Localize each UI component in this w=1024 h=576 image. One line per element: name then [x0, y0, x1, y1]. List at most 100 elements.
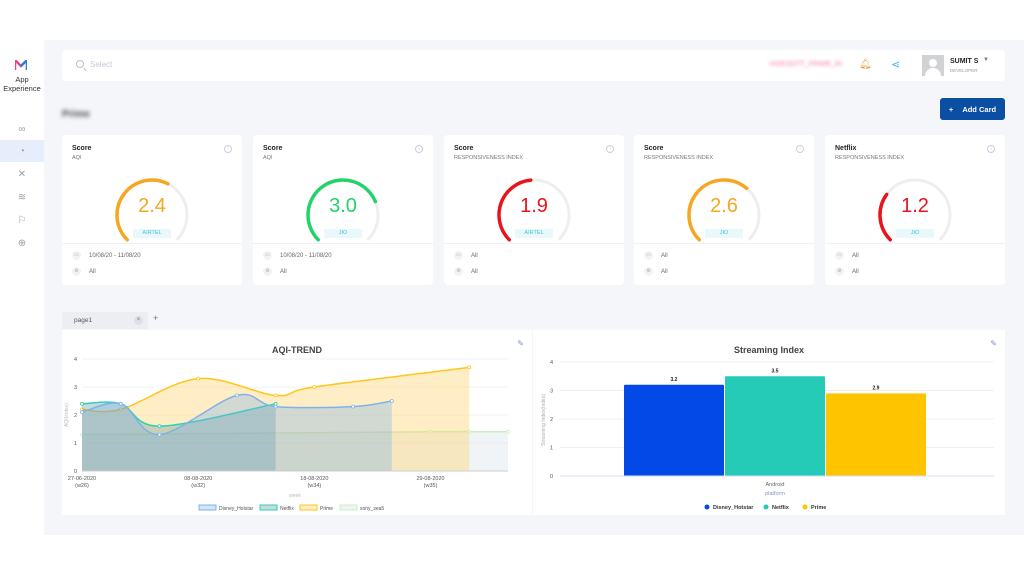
legend-swatch	[339, 504, 358, 511]
x-tick-label: 29-08-2020	[416, 476, 444, 482]
nav-link[interactable]: ∞	[0, 118, 44, 140]
gear-icon: ⚙	[72, 267, 81, 276]
score-card[interactable]: Score AQI i 3.0 JIO ▭ 10/08/20 - 11/08/20…	[253, 135, 433, 285]
share-icon[interactable]: ⋖	[891, 59, 901, 71]
data-label: 2.9	[873, 385, 880, 391]
info-icon[interactable]: i	[606, 145, 614, 153]
x-tick-label: 08-08-2020	[184, 476, 212, 482]
nav-gauge[interactable]: ◔	[0, 140, 44, 162]
bell-icon[interactable]: 🔔︎	[859, 59, 872, 70]
legend-dot	[704, 504, 710, 510]
gauge-icon: ◔	[18, 145, 26, 157]
data-point	[80, 401, 84, 406]
chevron-down-icon[interactable]: ▼	[983, 57, 989, 63]
data-point	[80, 410, 84, 415]
operator-badge: JIO	[324, 229, 362, 238]
close-tab-icon[interactable]: ×	[134, 316, 143, 325]
divider	[825, 243, 1005, 244]
legend-dot	[802, 504, 808, 510]
score-card[interactable]: Score RESPONSIVENESS INDEX i 1.9 AIRTEL …	[444, 135, 624, 285]
user-name[interactable]: SUMIT S	[950, 58, 979, 65]
legend-label: Disney_Hotstar	[219, 506, 254, 512]
aqi-trend-panel: AQI-TREND ✎ 0 1 2 3 4 AQI(index) 27-06-2020 (w2…	[62, 330, 532, 515]
edit-icon[interactable]: ✎	[517, 339, 524, 348]
data-point	[80, 432, 84, 437]
card-subtitle: RESPONSIVENESS INDEX	[835, 155, 905, 161]
score-value: 2.6	[710, 195, 738, 217]
legend-dot	[763, 504, 769, 510]
score-card[interactable]: Score RESPONSIVENESS INDEX i 2.6 JIO ▭ Al…	[634, 135, 814, 285]
legend-label: Prime	[320, 506, 333, 512]
operator-badge: AIRTEL	[515, 229, 553, 238]
legend-label: Disney_Hotstar	[713, 505, 754, 511]
edit-icon[interactable]: ✎	[990, 339, 997, 348]
data-point	[467, 365, 472, 370]
gear-icon: ⚙	[454, 267, 463, 276]
y-tick-label: 2	[550, 417, 553, 423]
nav-network[interactable]: ✕	[0, 163, 44, 185]
data-point	[196, 376, 201, 381]
info-icon[interactable]: i	[987, 145, 995, 153]
data-point	[428, 429, 433, 434]
filter-row: ⚙ All	[72, 267, 96, 276]
search-input[interactable]: Select	[90, 60, 113, 69]
date-row: ▭ 10/08/20 - 11/08/20	[263, 251, 332, 260]
filter-row: ⚙ All	[644, 267, 668, 276]
line-Netflix	[81, 401, 276, 427]
score-card[interactable]: Netflix RESPONSIVENESS INDEX i 1.2 JIO ▭…	[825, 135, 1005, 285]
gauge	[306, 178, 380, 242]
add-card-button[interactable]: + Add Card	[940, 98, 1005, 120]
add-tab-button[interactable]: +	[153, 313, 159, 323]
globe-icon: ⊕	[17, 237, 27, 249]
score-card[interactable]: Score AQI i 2.4 AIRTEL ▭ 10/08/20 - 11/08…	[62, 135, 242, 285]
y-tick-label: 0	[74, 469, 77, 475]
info-icon[interactable]: i	[796, 145, 804, 153]
operator-badge: JIO	[705, 229, 743, 238]
streaming-index-chart: 0 1 2 3 4 Streaming Index(Index) 3.2 3.5 2.9 Andr…	[541, 360, 994, 511]
link-icon: ∞	[18, 123, 26, 135]
calendar-icon: ▭	[72, 251, 81, 260]
score-value: 1.9	[520, 195, 548, 217]
data-point	[118, 401, 123, 406]
nav-database[interactable]: ≋	[0, 186, 44, 208]
app-name: App Experience	[3, 75, 41, 93]
calendar-icon: ▭	[644, 251, 653, 260]
nav-flag[interactable]: ⚐	[0, 209, 44, 231]
info-icon[interactable]: i	[224, 145, 232, 153]
data-point	[235, 393, 239, 398]
avatar[interactable]	[922, 55, 944, 76]
gauge-fill	[306, 178, 378, 242]
gear-icon: ⚙	[835, 267, 844, 276]
tenant-name[interactable]: VIDEOOTT_PRIME_IN	[769, 61, 842, 68]
card-subtitle: RESPONSIVENESS INDEX	[644, 155, 714, 161]
x-tick-label: 27-06-2020	[68, 476, 96, 482]
score-value: 3.0	[329, 195, 357, 217]
y-tick-label: 0	[550, 474, 553, 480]
data-point	[312, 385, 317, 389]
y-axis-label: AQI(index)	[64, 403, 70, 427]
legend-label: Netflix	[280, 506, 294, 512]
gauge	[115, 178, 189, 242]
header-bar: Select VIDEOOTT_PRIME_IN 🔔︎ ⋖ SUMIT S DE…	[62, 50, 1005, 81]
x-axis-label: platform	[765, 491, 785, 497]
data-point	[273, 404, 278, 409]
gauge-fill	[687, 178, 749, 242]
y-tick-label: 4	[550, 360, 553, 366]
filter-row: ⚙ All	[454, 267, 478, 276]
legend-label: Netflix	[772, 505, 790, 511]
x-tick-label: 18-08-2020	[300, 476, 328, 482]
nav-globe[interactable]: ⊕	[0, 232, 44, 254]
calendar-icon: ▭	[835, 251, 844, 260]
data-point	[157, 432, 162, 437]
y-tick-label: 3	[74, 385, 77, 391]
x-tick-label: Android	[766, 482, 785, 488]
tab-page1[interactable]: page1 ×	[62, 312, 148, 329]
area-Prime	[82, 367, 470, 471]
divider	[253, 243, 433, 244]
info-icon[interactable]: i	[415, 145, 423, 153]
date-row: ▭ All	[644, 251, 668, 260]
y-tick-label: 3	[550, 389, 553, 395]
gauge	[878, 178, 952, 242]
data-point	[273, 393, 278, 398]
bar-Disney_Hotstar	[624, 384, 724, 476]
